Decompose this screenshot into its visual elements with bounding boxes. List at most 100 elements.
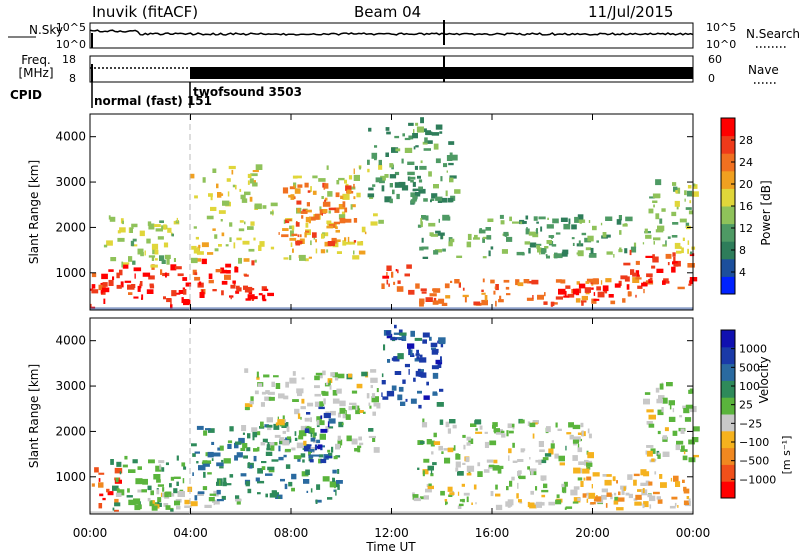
velocity-colorbar-swatch [721, 430, 735, 449]
velocity-cell [294, 431, 297, 436]
power-cell [606, 251, 613, 255]
velocity-cell [249, 401, 254, 405]
velocity-cell [308, 454, 314, 459]
velocity-cell [416, 356, 420, 360]
velocity-cell [170, 476, 175, 481]
velocity-cell [634, 501, 642, 506]
velocity-cell [565, 506, 573, 509]
power-cell [194, 272, 198, 276]
velocity-cell [271, 459, 279, 462]
velocity-cell [529, 502, 535, 508]
power-cell [442, 248, 446, 252]
velocity-cell [602, 474, 607, 477]
power-cell [222, 200, 230, 206]
velocity-cell [614, 496, 619, 501]
power-cell [676, 250, 682, 254]
velocity-cell [572, 439, 579, 444]
velocity-cell [102, 497, 106, 501]
velocity-cell [577, 432, 584, 435]
power-cell [416, 126, 424, 133]
velocity-cell [181, 462, 186, 467]
nsky-line [89, 29, 694, 36]
power-cell [527, 281, 534, 284]
velocity-cell [391, 385, 397, 391]
power-cell [649, 277, 653, 281]
velocity-cell [437, 362, 442, 368]
power-cell [430, 233, 439, 237]
velocity-cell [423, 458, 430, 463]
velocity-cell [306, 412, 311, 415]
velocity-cell [601, 494, 607, 500]
velocity-cell [236, 498, 241, 505]
velocity-cell [98, 482, 104, 488]
velocity-cell [410, 330, 415, 337]
power-cell [334, 207, 340, 213]
power-cell [270, 202, 278, 207]
velocity-cell [569, 435, 574, 440]
power-cell [565, 285, 571, 289]
power-cell [417, 175, 421, 179]
power-cell [322, 232, 329, 237]
station-title: Inuvik (fitACF) [92, 3, 198, 21]
power-cell [315, 213, 320, 220]
power-cell [592, 225, 597, 231]
velocity-cell [568, 422, 574, 428]
power-cell [656, 268, 664, 273]
power-cell [212, 228, 216, 231]
power-cell [194, 195, 198, 199]
power-cell [289, 255, 292, 261]
velocity-cell [648, 414, 656, 420]
velocity-cell [693, 426, 700, 432]
velocity-cell [329, 380, 331, 387]
power-cell [418, 179, 423, 183]
power-cell [152, 248, 156, 255]
velocity-cell [393, 332, 401, 335]
velocity-cell [301, 471, 309, 477]
velocity-cell [430, 470, 433, 475]
power-cell [367, 168, 370, 173]
velocity-cell [266, 447, 271, 451]
nsearch-tick-bottom: 10^0 [706, 38, 736, 51]
velocity-cell [240, 473, 247, 477]
velocity-cell [587, 428, 590, 434]
power-cell [677, 286, 685, 290]
power-cell [226, 178, 231, 182]
velocity-cell [268, 396, 275, 401]
velocity-cell [318, 454, 324, 458]
velocity-cell [325, 455, 333, 459]
velocity-cell [359, 442, 364, 446]
velocity-cell [462, 498, 465, 503]
velocity-cell [349, 402, 357, 405]
velocity-cell [213, 502, 215, 506]
velocity-cell [651, 458, 655, 462]
power-colorbar-tick-label: 20 [739, 178, 753, 191]
power-cell [420, 221, 423, 228]
power-cell [300, 211, 308, 214]
velocity-cell [565, 445, 567, 451]
power-cell [242, 240, 250, 245]
power-cell [444, 283, 450, 289]
power-cell [132, 238, 137, 242]
velocity-cell [323, 412, 331, 419]
power-cell [409, 176, 416, 180]
velocity-cell [621, 489, 625, 495]
velocity-cell [291, 447, 296, 451]
velocity-cell [247, 488, 252, 494]
velocity-cell [368, 402, 371, 406]
power-cell [589, 253, 597, 258]
power-cell [482, 278, 485, 283]
velocity-cell [127, 488, 130, 493]
velocity-cell [580, 480, 584, 487]
velocity-cell [458, 503, 464, 507]
velocity-cell [646, 445, 654, 448]
velocity-cell [470, 423, 477, 427]
velocity-cell [628, 493, 633, 499]
power-cell [103, 298, 106, 304]
power-cell [433, 143, 439, 150]
velocity-cell [99, 493, 104, 497]
power-cell [385, 127, 390, 131]
power-cell [194, 276, 201, 281]
velocity-cell [410, 398, 417, 404]
velocity-cell [653, 491, 660, 495]
velocity-cell [509, 480, 513, 487]
